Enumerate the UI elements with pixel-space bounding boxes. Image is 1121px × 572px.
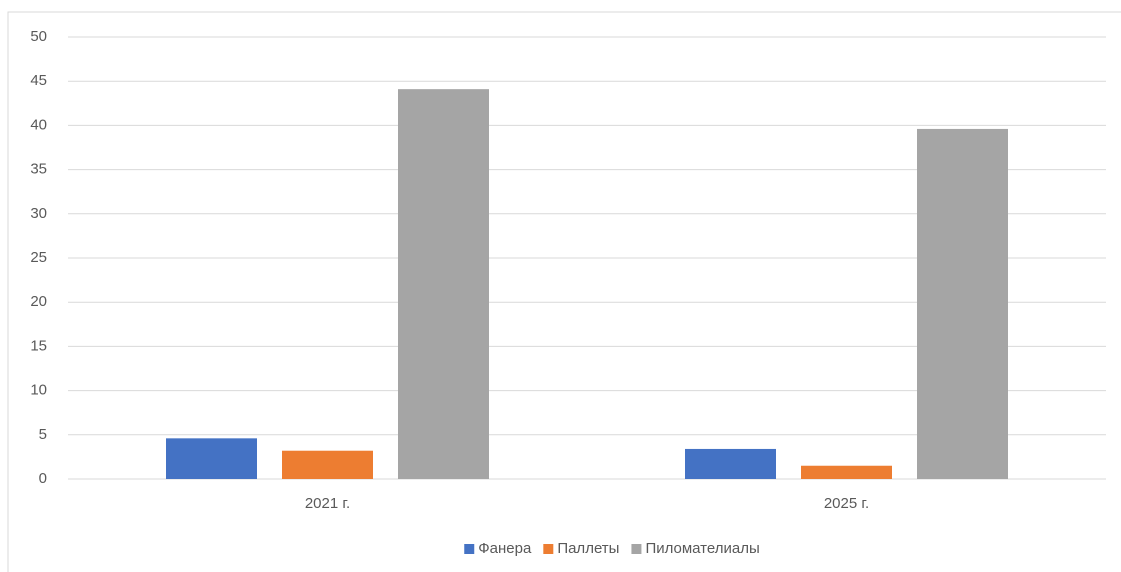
legend-swatch bbox=[543, 544, 554, 554]
legend-swatch bbox=[464, 544, 475, 554]
y-tick-label: 0 bbox=[39, 470, 47, 487]
bar bbox=[917, 128, 1008, 479]
y-tick-label: 50 bbox=[30, 28, 47, 45]
x-tick-label: 2021 г. bbox=[305, 495, 350, 512]
legend-swatch bbox=[631, 544, 642, 554]
y-tick-label: 30 bbox=[30, 205, 47, 222]
y-tick-label: 5 bbox=[39, 426, 47, 443]
legend-label: Пиломателиалы bbox=[645, 540, 759, 557]
y-tick-label: 35 bbox=[30, 161, 47, 178]
y-tick-label: 15 bbox=[30, 337, 47, 354]
bar bbox=[685, 448, 776, 479]
bar bbox=[166, 438, 257, 479]
y-tick-label: 40 bbox=[30, 116, 47, 133]
bar bbox=[801, 465, 892, 479]
legend-label: Фанера bbox=[478, 540, 532, 557]
y-tick-label: 25 bbox=[30, 249, 47, 266]
x-tick-label: 2025 г. bbox=[824, 495, 869, 512]
y-tick-label: 45 bbox=[30, 72, 47, 89]
y-tick-label: 20 bbox=[30, 293, 47, 310]
legend-label: Паллеты bbox=[557, 540, 619, 557]
y-tick-label: 10 bbox=[30, 382, 47, 399]
bar bbox=[282, 450, 373, 479]
bar bbox=[398, 89, 489, 479]
